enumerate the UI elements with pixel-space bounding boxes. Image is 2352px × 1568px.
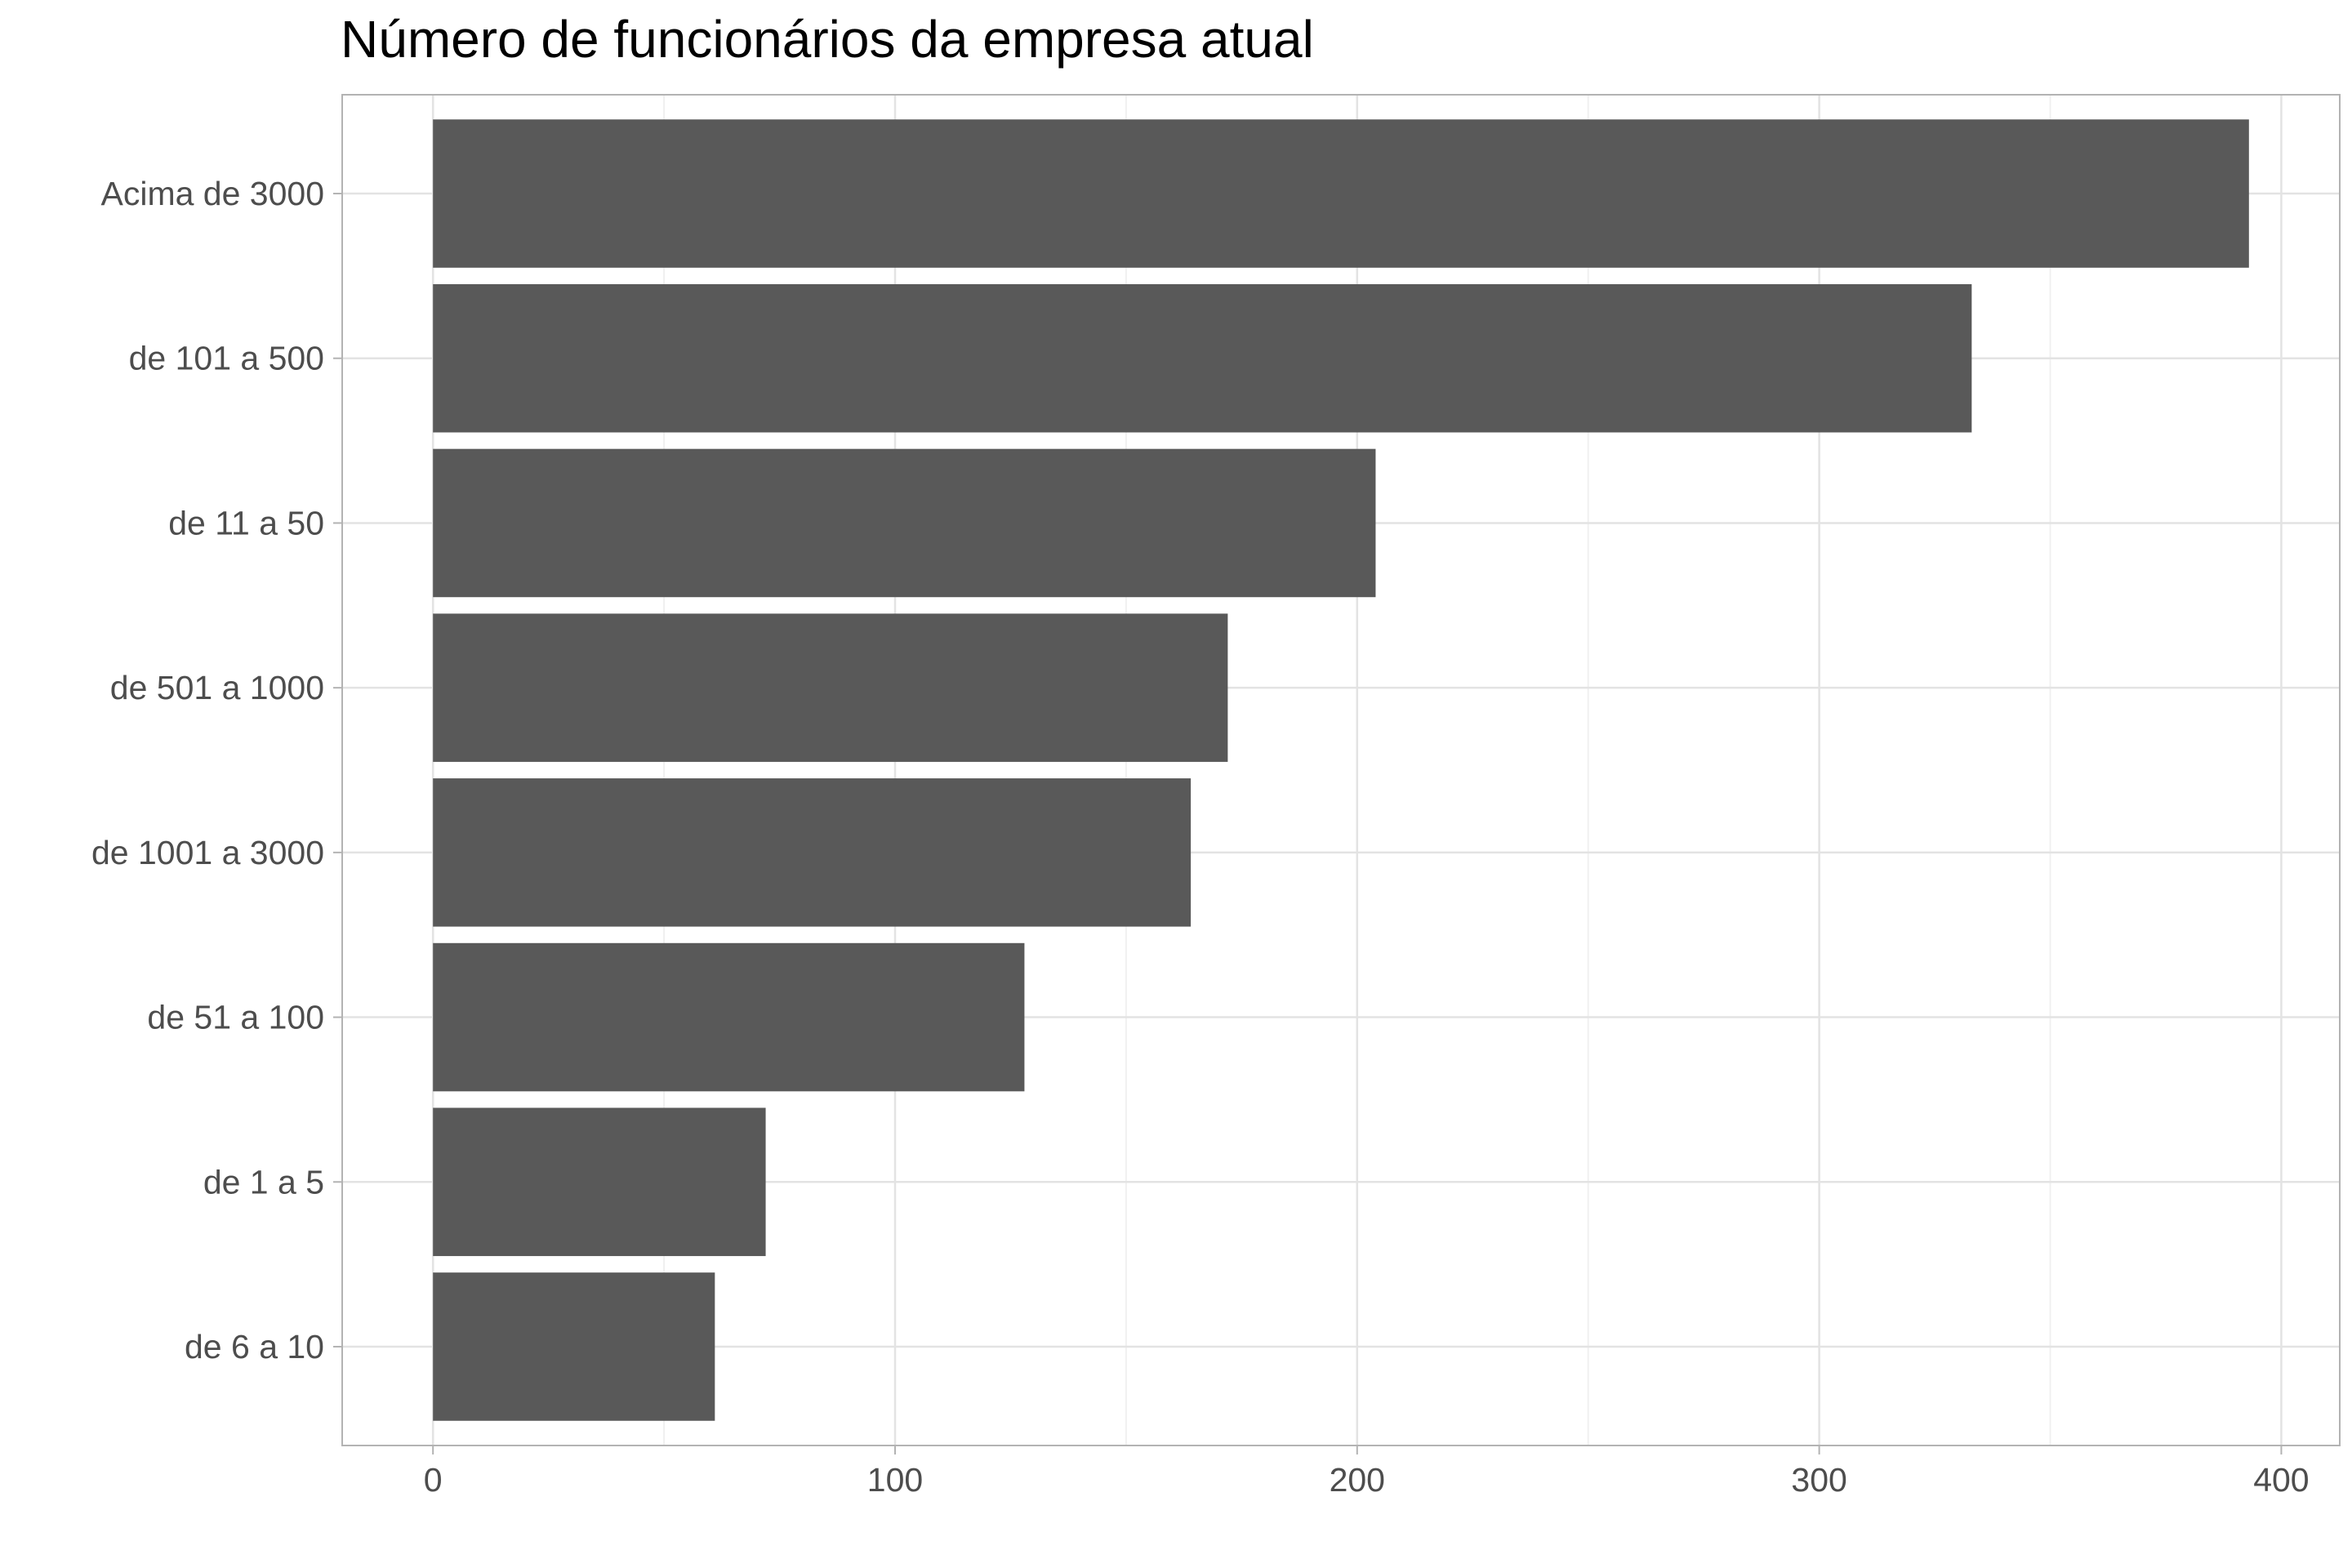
y-tick-label: Acima de 3000	[100, 175, 324, 212]
x-axis: 0 100 200 300 400	[424, 1446, 2310, 1499]
bar	[433, 778, 1192, 927]
x-tick-label: 100	[867, 1461, 923, 1499]
bar	[433, 283, 1972, 433]
bars	[433, 119, 2249, 1421]
bar	[433, 1107, 766, 1257]
bar	[433, 448, 1376, 598]
y-tick-label: de 51 a 100	[147, 999, 324, 1036]
bar	[433, 613, 1228, 762]
chart-title: Número de funcionários da empresa atual	[341, 10, 1314, 69]
x-tick-label: 400	[2253, 1461, 2309, 1499]
bar	[433, 942, 1025, 1092]
y-tick-label: de 1 a 5	[203, 1163, 324, 1200]
plot-panel-border	[341, 94, 2341, 1446]
bar	[433, 119, 2249, 268]
y-tick-label: de 1001 a 3000	[91, 834, 324, 871]
y-tick-label: de 501 a 1000	[110, 669, 324, 706]
y-axis: Acima de 3000 de 101 a 500 de 11 a 50 de 50…	[91, 175, 342, 1365]
bar	[433, 1272, 715, 1421]
x-tick-label: 200	[1330, 1461, 1385, 1499]
y-tick-label: de 101 a 500	[129, 340, 324, 377]
y-tick-label: de 11 a 50	[168, 504, 324, 541]
x-tick-label: 0	[424, 1461, 443, 1499]
y-tick-label: de 6 a 10	[185, 1328, 324, 1365]
x-tick-label: 300	[1791, 1461, 1846, 1499]
